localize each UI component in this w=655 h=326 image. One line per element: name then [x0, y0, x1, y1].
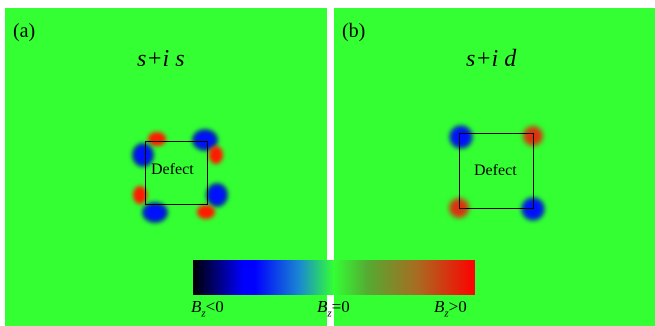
colorbar — [193, 260, 475, 295]
panel-label: (a) — [13, 20, 36, 42]
colorbar-label-zero: Bz=0 — [317, 297, 350, 320]
field-spot-blue — [524, 200, 542, 218]
field-spot-blue — [145, 205, 165, 220]
panel-label: (b) — [342, 20, 366, 42]
defect-label: Defect — [151, 161, 194, 178]
field-spot-blue — [452, 128, 470, 146]
field-spot-red — [133, 186, 147, 204]
panel-a: (a) s+i s Defect — [5, 8, 327, 326]
field-spot-red — [148, 132, 166, 146]
field-spot-blue — [209, 186, 225, 204]
field-spot-red — [197, 205, 215, 219]
defect-label: Defect — [474, 162, 517, 179]
defect-box — [459, 133, 534, 209]
panel-title: s+i d — [466, 46, 517, 72]
colorbar-label-negative: Bz<0 — [191, 297, 224, 320]
field-spot-red — [209, 146, 223, 164]
field-spot-blue — [135, 146, 151, 164]
field-spot-blue — [195, 132, 215, 148]
panel-title: s+i s — [137, 46, 185, 72]
colorbar-label-positive: Bz>0 — [434, 297, 467, 320]
defect-box — [145, 141, 208, 205]
